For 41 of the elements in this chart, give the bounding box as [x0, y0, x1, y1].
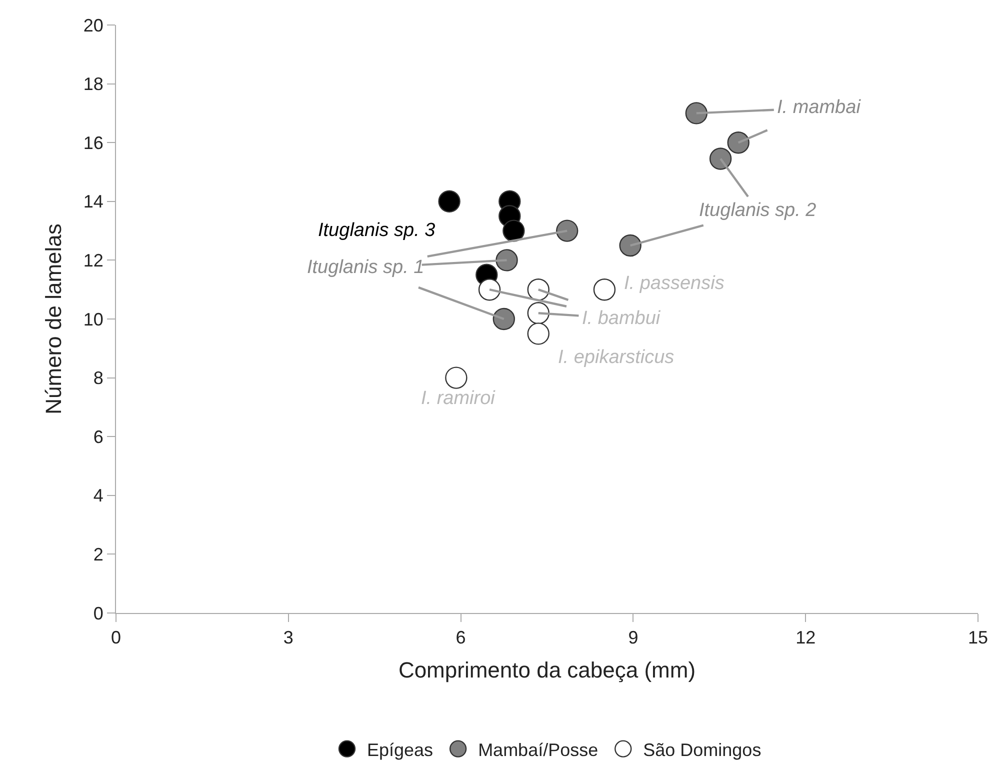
point: [478, 278, 501, 301]
point: [709, 148, 732, 170]
y-tick-label: 0: [93, 603, 104, 624]
point: [496, 249, 518, 272]
y-tick-label: 18: [83, 74, 104, 94]
x-tick-label: 15: [968, 628, 988, 648]
y-tick-label: 10: [83, 309, 104, 330]
x-axis-title: Comprimento da cabeça (mm): [398, 658, 696, 682]
annotation: I. passensis: [624, 273, 725, 294]
point: [445, 366, 468, 389]
y-tick-label: 8: [93, 368, 104, 388]
y-tick-label: 16: [83, 132, 104, 153]
y-tick-label: 2: [93, 544, 104, 564]
x-tick-label: 6: [456, 628, 466, 648]
x-tick-label: 12: [796, 628, 816, 648]
annotation: Ituglanis sp. 2: [699, 200, 817, 221]
point: [556, 220, 578, 242]
point: [527, 322, 550, 345]
annotation: I. bambui: [582, 308, 661, 329]
legend-label: São Domingos: [643, 740, 762, 760]
annotation: I. ramiroi: [421, 388, 496, 409]
y-tick-label: 12: [83, 250, 104, 270]
x-tick-label: 9: [628, 628, 638, 648]
point: [619, 234, 642, 257]
point: [492, 308, 515, 330]
point: [438, 190, 460, 212]
annotation: I. mambai: [777, 97, 862, 118]
y-tick-label: 14: [83, 192, 104, 212]
x-tick-label: 0: [110, 628, 122, 648]
y-axis-title: Número de lamelas: [41, 224, 66, 414]
point: [502, 220, 525, 242]
legend-label: Epígeas: [367, 740, 434, 760]
legend-label: Mambaí/Posse: [478, 740, 598, 760]
annotation: Ituglanis sp. 1: [307, 257, 424, 278]
annotation: I. epikarsticus: [558, 347, 675, 368]
y-tick-label: 4: [93, 486, 104, 506]
y-tick-label: 6: [93, 426, 104, 447]
point: [685, 102, 708, 124]
x-tick-label: 3: [283, 628, 294, 648]
y-tick-label: 20: [83, 15, 104, 36]
annotation: Ituglanis sp. 3: [318, 220, 436, 241]
